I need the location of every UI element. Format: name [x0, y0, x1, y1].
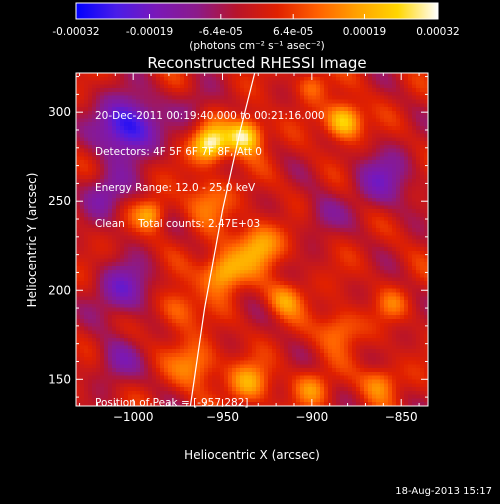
plot-frame	[75, 72, 429, 407]
y-tick-label: 200	[48, 283, 71, 297]
heatmap-area	[76, 73, 428, 406]
x-tick-label: −850	[385, 410, 418, 424]
info-detectors: Detectors: 4F 5F 6F 7F 8F, Att 0	[95, 146, 262, 158]
y-tick-label: 250	[48, 194, 71, 208]
info-block: 20-Dec-2011 00:19:40.000 to 00:21:16.000…	[95, 86, 325, 254]
chart-title: Reconstructed RHESSI Image	[147, 54, 366, 72]
colorbar-tick-label: 6.4e-05	[273, 26, 313, 38]
solar-limb-line	[189, 73, 256, 406]
info-energy-range: Energy Range: 12.0 - 25.0 keV	[95, 182, 256, 194]
colorbar-unit-label: (photons cm⁻² s⁻¹ asec⁻²)	[189, 40, 324, 52]
colorbar-tick-label: -0.00019	[126, 26, 173, 38]
colorbar-ticks: -0.00032 -0.00019 -6.4e-05 6.4e-05 0.00019 0.…	[52, 14, 460, 38]
y-tick-label: 300	[48, 105, 71, 119]
footer-date: 18-Aug-2013 15:17	[395, 486, 492, 497]
x-tick-label: −1000	[113, 410, 154, 424]
x-tick-label: −950	[206, 410, 239, 424]
colorbar-tick-label: 0.00032	[416, 26, 459, 38]
colorbar-gradient	[75, 2, 439, 20]
colorbar-tick-label: 0.00019	[343, 26, 386, 38]
y-tick-label: 150	[48, 372, 71, 386]
peak-position-label: Position of Peak = [-957,282]	[95, 397, 249, 409]
y-axis-label: Heliocentric Y (arcsec)	[25, 173, 39, 308]
colorbar-tick-label: -0.00032	[52, 26, 99, 38]
info-time-range: 20-Dec-2011 00:19:40.000 to 00:21:16.000	[95, 110, 325, 122]
x-axis-label: Heliocentric X (arcsec)	[184, 448, 320, 462]
colorbar-tick-label: -6.4e-05	[199, 26, 243, 38]
heatmap-image	[76, 73, 428, 406]
colorbar: -0.00032 -0.00019 -6.4e-05 6.4e-05 0.00019 0.…	[52, 2, 460, 52]
x-tick-label: −900	[295, 410, 328, 424]
axis-ticks: −1000 −950 −900 −850 150 200 250 300	[48, 73, 428, 424]
info-total-counts: Clean Total counts: 2.47E+03	[95, 218, 261, 230]
